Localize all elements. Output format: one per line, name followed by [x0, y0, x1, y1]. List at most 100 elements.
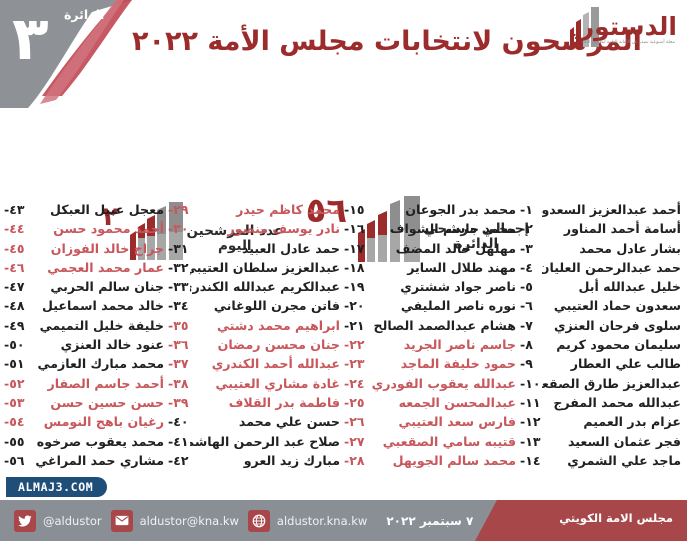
twitter-icon [14, 509, 36, 532]
candidate-row: محمد يعقوب صرخوه ٥٥- [0, 432, 164, 451]
candidate-row: ابراهيم محمد دشتي ٣٥- [164, 316, 340, 335]
candidate-name: عنود خالد العنزي [60, 337, 164, 353]
candidate-number: ٥٣- [4, 394, 25, 410]
candidate-name: محمد بدر الجوعان [405, 202, 516, 217]
candidate-number: ٢٢- [344, 337, 365, 353]
candidate-number: ٣٦- [168, 337, 189, 353]
candidate-name: عبدالله يعقوب الفودري [371, 375, 516, 391]
candidate-row: مهند طلال الساير ١٨- [340, 258, 516, 277]
candidate-row: عبدالكريم عبدالله الكندري ٣٣- [164, 277, 340, 296]
candidate-row: جراح خالد الفوزان ٤٥- [0, 239, 164, 258]
candidate-number: ٦- [520, 298, 533, 314]
candidate-name: نوره ناصر المليفي [400, 298, 516, 314]
candidate-name: عبدالله محمد المفرج [553, 394, 681, 410]
district-number: ٣ [12, 4, 49, 74]
candidate-number: ٥٤- [4, 414, 25, 430]
candidate-row: سلوى فرحان العنزي ٧- [516, 316, 681, 335]
candidate-row: عزام بدر العميم ١٢- [516, 412, 681, 431]
candidate-name: أسامة أحمد المناور [563, 221, 681, 237]
candidate-name: جاسم ناصر الجريد [403, 337, 516, 353]
bar-chart-icon [357, 196, 420, 262]
candidate-number: ٣٢- [168, 259, 189, 275]
candidate-row: حمد عادل العبيد ٣١- [164, 239, 340, 258]
candidate-name: حسن حسين حسن [50, 394, 164, 410]
candidates-lists: أحمد عبدالعزيز السعدون ١- أسامة أحمد المنا… [0, 200, 687, 470]
district-corner-ribbon [0, 0, 132, 108]
candidate-number: ٢٦- [344, 414, 365, 430]
footer-email-item[interactable]: aldustor@kna.kw [110, 509, 239, 532]
stat-total-caption-line1: إجمالي مرشحي [423, 221, 529, 237]
candidate-row: حسن حسين حسن ٥٣- [0, 393, 164, 412]
candidate-number: ٣٧- [168, 356, 189, 372]
candidate-number: ٤- [520, 259, 533, 275]
candidate-row: معجل عبيل العبكل ٤٣- [0, 200, 164, 219]
candidate-number: ٩- [520, 356, 533, 372]
candidate-row: أحمد جاسم الصفار ٥٢- [0, 374, 164, 393]
candidate-number: ٤٢- [168, 452, 189, 468]
candidates-column-2: محمد بدر الجوعان ١٥- محمد جاسم الشواف ١٦- مه… [340, 200, 516, 470]
candidate-name: طالب علي العطار [570, 356, 681, 372]
candidate-number: ٢- [520, 221, 533, 237]
district-label: الدائرة [64, 7, 105, 22]
candidate-name: حمود خليفة الماجد [400, 356, 516, 372]
candidate-row: عبدالعزيز سلطان العتيبي ٣٢- [164, 258, 340, 277]
candidate-number: ٥١- [4, 356, 25, 372]
candidate-number: ٤٦- [4, 259, 25, 275]
stat-candidates-today: عدد المرشحين اليوم ٢ [103, 202, 289, 264]
candidate-row: نوره ناصر المليفي ٢٠- [340, 296, 516, 315]
candidate-name: أحمد عبدالعزيز السعدون [542, 202, 681, 217]
candidate-name: سليمان محمود كريم [556, 337, 681, 353]
footer-twitter-item[interactable]: @aldustor [14, 509, 102, 532]
candidate-name: هشام عبدالصمد الصالح [373, 317, 516, 333]
footer-contact-items: ٧ سبتمبر ٢٠٢٢ aldustor.kna.kw [0, 500, 473, 541]
candidate-name: ماجد علي الشمري [567, 452, 681, 468]
footer-email[interactable]: aldustor@kna.kw [139, 513, 239, 528]
candidate-name: محمد كاظم حيدر [236, 202, 340, 217]
candidate-row: بشار عادل محمد ٣- [516, 239, 681, 258]
candidate-row: حمود خليفة الماجد ٢٣- [340, 354, 516, 373]
candidate-row: محمد سالم الجويهل ٢٨- [340, 451, 516, 470]
logo-bars-icon [570, 7, 599, 47]
candidate-row: هشام عبدالصمد الصالح ٢١- [340, 316, 516, 335]
candidate-name: رغيان باهج النومس [43, 414, 164, 430]
stat-total-number: ٥٦ [305, 191, 348, 231]
candidate-number: ٢٠- [344, 298, 365, 314]
candidate-number: ١٩- [344, 279, 365, 295]
candidate-name: غادة مشاري العتيبي [215, 375, 340, 391]
candidate-name: خالد محمد اسماعيل [41, 298, 164, 314]
candidate-number: ٤٩- [4, 317, 25, 333]
candidate-name: حمد عادل العبيد [242, 240, 340, 256]
candidate-number: ٤٠- [168, 414, 189, 430]
candidate-number: ٣- [520, 240, 533, 256]
stat-total-caption: إجمالي مرشحي الدائرة [424, 196, 529, 252]
footer-website[interactable]: aldustor.kna.kw [276, 513, 368, 528]
candidate-name: عبدالكريم عبدالله الكندري [190, 279, 340, 295]
candidate-name: سعدون حماد العتيبي [553, 298, 681, 314]
candidate-row: سعدون حماد العتيبي ٦- [516, 296, 681, 315]
logo-tagline: مجلة أسبوعية تصدر عن الأمانة العامة لمجل… [581, 40, 675, 45]
candidate-name: مهند طلال الساير [407, 259, 516, 275]
bar-chart-icon [129, 202, 183, 260]
candidates-column-4: معجل عبيل العبكل ٤٣- أحمد محمود حسن ٤٤- جراح… [0, 200, 164, 470]
candidate-name: خليل عبدالله أبل [578, 279, 682, 295]
stat-today-caption: عدد المرشحين اليوم [187, 202, 283, 254]
candidate-number: ٣٣- [168, 279, 189, 295]
candidate-row: طالب علي العطار ٩- [516, 354, 681, 373]
candidate-number: ١٧- [344, 240, 365, 256]
candidate-number: ٥٥- [4, 433, 25, 449]
candidate-row: فجر عثمان السعيد ١٣- [516, 432, 681, 451]
footer-twitter[interactable]: @aldustor [43, 513, 102, 528]
page-title: المرشحون لانتخابات مجلس الأمة ٢٠٢٢ [132, 26, 642, 57]
candidate-number: ١٦- [344, 221, 365, 237]
stat-today-caption-line2: اليوم [217, 238, 252, 254]
candidate-row: صلاح عبد الرحمن الهاشم ٤١- [164, 432, 340, 451]
candidate-number: ٢٨- [344, 452, 365, 468]
candidate-name: أحمد جاسم الصفار [47, 375, 164, 391]
candidate-number: ١٨- [344, 259, 365, 275]
candidate-row: أحمد عبدالعزيز السعدون ١- [516, 200, 681, 219]
candidate-number: ٤٥- [4, 240, 25, 256]
candidate-row: عبدالعزيز طارق الصقعبي١٠- [516, 374, 681, 393]
candidate-row: ناصر جواد ششتري ١٩- [340, 277, 516, 296]
candidate-name: حسن علي محمد [238, 414, 340, 430]
footer-website-item[interactable]: aldustor.kna.kw [247, 509, 368, 532]
